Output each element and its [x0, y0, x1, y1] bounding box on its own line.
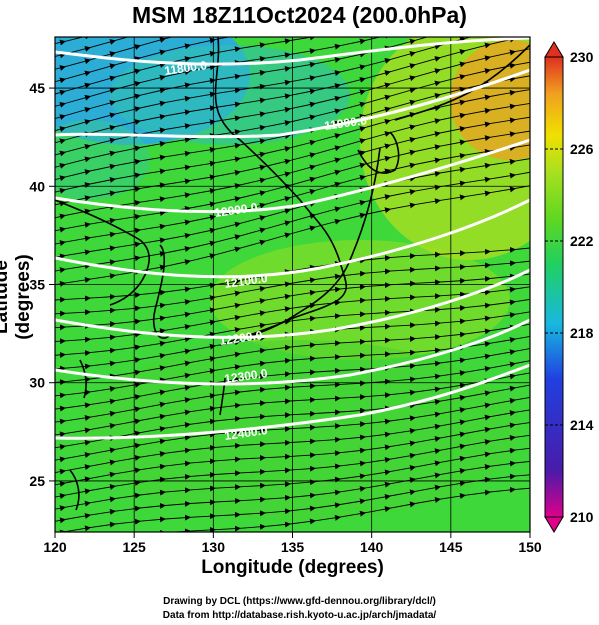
x-tick-label: 135	[281, 539, 305, 555]
chart-title: MSM 18Z11Oct2024 (200.0hPa)	[132, 2, 467, 28]
colorbar-tick-label: 222	[570, 233, 594, 249]
contour-label: 11900.0	[323, 113, 368, 133]
contour-label: 11800.0	[163, 58, 208, 78]
height-contour	[55, 363, 530, 440]
streamline	[59, 486, 530, 532]
height-contours: 11800.0 11900.0 12000.0 12100.0 12200.0 12300…	[55, 37, 530, 443]
credit-data-source: Data from http://database.rish.kyoto-u.a…	[162, 610, 437, 621]
x-tick-label: 125	[122, 539, 146, 555]
y-tick-label: 35	[29, 277, 45, 293]
colorbar: 230 226 222 218 214 210	[544, 41, 594, 533]
y-tick-label: 45	[29, 80, 45, 96]
contour-label: 12400.0	[223, 423, 268, 443]
height-contour	[55, 68, 530, 139]
height-contour	[55, 37, 530, 66]
y-tick-label: 30	[29, 375, 45, 391]
colorbar-min-arrow	[544, 516, 564, 533]
y-tick-label: 25	[29, 473, 45, 489]
x-tick-label: 140	[360, 539, 384, 555]
contour-label: 12100.0	[223, 271, 268, 291]
height-contour	[55, 268, 530, 339]
x-tick-label: 130	[202, 539, 226, 555]
colorbar-max-arrow	[544, 41, 564, 58]
x-tick-label: 145	[439, 539, 463, 555]
contour-label: 12200.0	[218, 328, 263, 348]
x-axis-ticks: 120 125 130 135 140 145 150	[43, 532, 542, 555]
contour-label: 12000.0	[213, 200, 258, 220]
x-tick-label: 120	[43, 539, 67, 555]
colorbar-tick-label: 218	[570, 325, 594, 341]
height-contour	[55, 198, 530, 279]
x-tick-label: 150	[518, 539, 542, 555]
height-contour	[55, 138, 530, 214]
credit-drawing: Drawing by DCL (https://www.gfd-dennou.o…	[163, 596, 436, 607]
contour-label: 12300.0	[223, 366, 268, 386]
colorbar-tick-label: 226	[570, 141, 594, 157]
streamline	[40, 0, 540, 34]
wind-streamlines	[40, 0, 540, 532]
y-axis-ticks: 25 30 35 40 45	[29, 80, 55, 489]
height-contour	[55, 318, 530, 386]
colorbar-tick-label: 230	[570, 49, 594, 65]
colorbar-tick-label: 210	[570, 509, 594, 525]
x-axis-label: Longitude (degrees)	[201, 557, 384, 578]
colorbar-tick-label: 214	[570, 417, 594, 433]
y-tick-label: 40	[29, 178, 45, 194]
